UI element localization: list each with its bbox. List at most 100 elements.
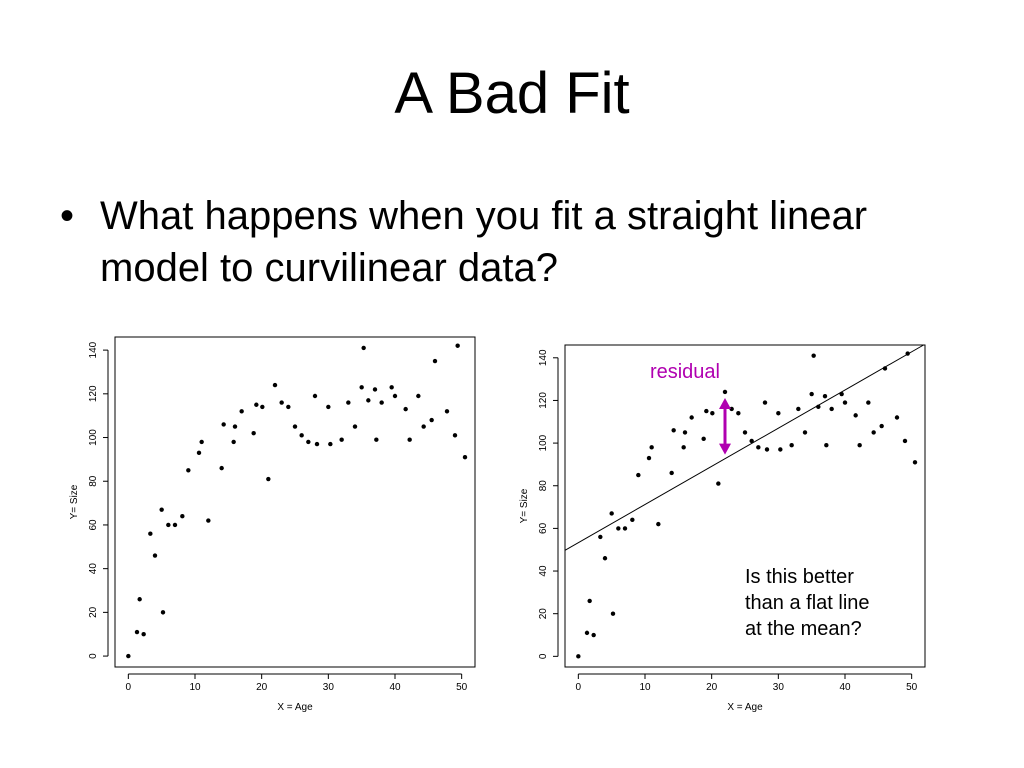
data-point [392,393,398,399]
data-point [272,382,278,388]
residual-arrow-head-top [719,398,731,410]
data-point [266,476,271,482]
data-point [421,424,426,429]
data-point [866,400,871,405]
residual-label: residual [650,361,720,383]
data-point [260,404,265,410]
data-point [894,415,900,420]
data-point [326,404,331,410]
data-point [656,521,661,527]
data-point [166,522,171,528]
data-point [681,445,686,450]
data-point [704,408,709,414]
bullet-item: • What happens when you fit a straight l… [60,190,960,294]
y-tick-label: 40 [538,565,549,577]
data-point [206,518,211,523]
x-tick-label: 50 [456,682,468,693]
data-point [839,391,844,397]
y-tick-label: 20 [538,608,549,620]
data-point [776,411,781,416]
data-point [462,454,468,460]
data-point [682,430,688,435]
y-axis-label: Y= Size [519,488,530,523]
data-point [622,526,628,531]
x-tick-label: 10 [189,682,201,693]
data-point [366,398,371,403]
data-point [239,409,244,414]
data-point [429,417,434,423]
data-point [346,400,351,405]
y-tick-label: 140 [88,341,99,358]
data-point [279,400,284,405]
data-point [416,393,421,399]
data-point [286,404,291,410]
data-point [584,630,590,636]
data-point [905,351,910,356]
data-point [842,400,848,405]
data-point [716,481,721,486]
data-point [610,611,616,616]
data-point [199,439,204,445]
y-tick-label: 100 [88,429,99,446]
y-tick-label: 0 [538,653,549,659]
data-point [789,443,794,448]
data-point [616,526,621,531]
data-point [160,610,166,615]
x-tick-label: 20 [706,682,718,693]
data-point [689,415,694,420]
annotation-line: Is this better [745,566,854,588]
data-point [762,400,768,405]
x-tick-label: 30 [773,682,785,693]
data-point [646,455,652,461]
data-point [722,389,728,395]
plot-frame [564,344,926,668]
data-point [879,423,884,429]
data-point [824,443,829,448]
residual-arrow-head-bottom [719,443,731,455]
y-tick-label: 100 [538,434,549,451]
x-tick-label: 20 [256,682,268,693]
y-tick-label: 0 [88,653,99,659]
data-point [159,507,164,512]
data-point [636,472,641,478]
data-point [312,393,318,399]
data-point [455,343,460,348]
data-point [432,358,438,364]
data-point [219,465,224,471]
data-point [196,450,202,456]
data-point [602,556,608,561]
data-point [669,470,674,476]
y-tick-label: 20 [88,606,99,618]
x-axis-label: X = Age [277,702,313,713]
x-tick-label: 40 [389,682,401,693]
data-point [372,387,378,392]
data-point [742,430,748,435]
scatter-plot-left-svg: 0 10 20 30 40 50 X = Age 0 20 40 60 80 100 120 140 Y= S… [69,336,476,713]
data-point [152,553,158,558]
data-point [221,422,226,427]
data-point [407,437,412,442]
data-point [829,406,834,412]
annotation-line: at the mean? [745,618,862,640]
y-tick-label: 140 [538,349,549,366]
x-tick-label: 0 [576,682,582,693]
scatter-plot-left: 0 10 20 30 40 50 X = Age 0 20 40 60 80 100 120 140 Y= S… [60,330,490,720]
data-point [756,445,761,450]
data-point [148,531,153,536]
y-tick-label: 40 [88,563,99,575]
data-point [701,436,706,442]
data-point [729,406,734,412]
data-point [306,439,311,445]
data-point [796,406,801,412]
data-point [254,402,259,407]
x-tick-label: 30 [323,682,335,693]
data-point [882,366,888,371]
data-point [137,597,142,602]
x-axis-label: X = Age [727,702,763,713]
y-tick-label: 120 [538,392,549,409]
data-point [630,517,635,523]
data-point [587,598,592,604]
data-point [359,385,364,390]
data-point [231,439,236,445]
y-axis-label: Y= Size [69,484,80,519]
